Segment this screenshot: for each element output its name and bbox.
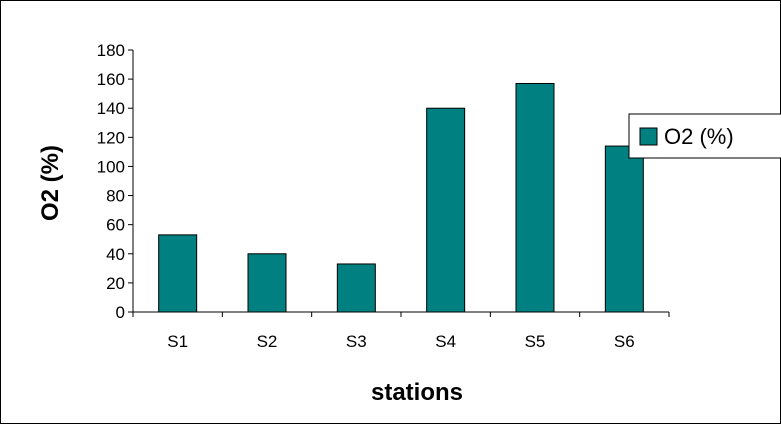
bar — [515, 82, 555, 313]
y-tick-label: 20 — [106, 274, 125, 293]
y-tick-label: 140 — [97, 99, 125, 118]
bar — [336, 263, 376, 313]
bar — [604, 145, 644, 313]
y-tick-label: 60 — [106, 216, 125, 235]
y-axis-title: O2 (%) — [37, 145, 64, 221]
x-tick-label: S3 — [346, 332, 367, 351]
y-tick-label: 0 — [116, 303, 125, 322]
y-tick-label: 40 — [106, 245, 125, 264]
x-axis: S1 S2 S3 S4 S5 S6 — [132, 311, 670, 351]
x-tick-label: S6 — [614, 332, 635, 351]
y-axis: 0 20 40 60 80 100 120 140 160 180 — [97, 41, 134, 322]
x-tick-label: S2 — [257, 332, 278, 351]
x-tick-label: S5 — [525, 332, 546, 351]
y-tick-label: 120 — [97, 128, 125, 147]
legend-label: O2 (%) — [664, 124, 734, 149]
bar — [426, 107, 466, 313]
x-tick-label: S1 — [167, 332, 188, 351]
x-axis-title: stations — [371, 379, 463, 406]
bar — [247, 253, 287, 313]
bar — [158, 234, 198, 313]
legend-swatch — [639, 127, 658, 146]
bars — [158, 82, 644, 313]
y-tick-label: 80 — [106, 187, 125, 206]
x-tick-label: S4 — [435, 332, 456, 351]
y-tick-label: 160 — [97, 70, 125, 89]
legend: O2 (%) — [628, 113, 781, 159]
y-tick-label: 100 — [97, 157, 125, 176]
y-tick-label: 180 — [97, 41, 125, 60]
